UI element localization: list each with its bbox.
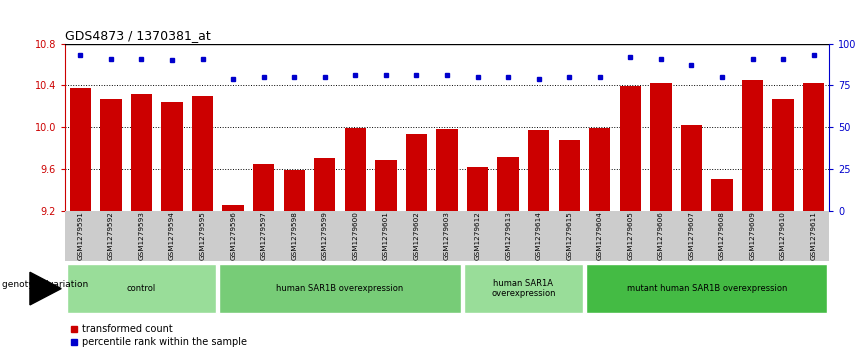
Bar xyxy=(67,264,216,313)
Bar xyxy=(314,158,336,211)
Text: GSM1279593: GSM1279593 xyxy=(139,212,144,260)
Text: GSM1279604: GSM1279604 xyxy=(597,212,602,260)
Bar xyxy=(192,96,214,211)
Text: GSM1279595: GSM1279595 xyxy=(200,212,206,260)
Text: GSM1279613: GSM1279613 xyxy=(505,212,511,260)
Text: GSM1279594: GSM1279594 xyxy=(169,212,175,260)
Text: human SAR1A
overexpression: human SAR1A overexpression xyxy=(491,279,556,298)
Text: GSM1279603: GSM1279603 xyxy=(444,212,450,260)
Bar xyxy=(220,264,461,313)
Text: GSM1279605: GSM1279605 xyxy=(628,212,634,260)
Text: GSM1279610: GSM1279610 xyxy=(780,212,786,260)
Text: GSM1279591: GSM1279591 xyxy=(77,212,83,260)
Bar xyxy=(253,164,274,211)
Bar xyxy=(711,179,733,211)
Bar xyxy=(222,205,244,211)
Bar xyxy=(467,167,489,211)
Bar xyxy=(558,139,580,211)
Text: GSM1279612: GSM1279612 xyxy=(475,212,481,260)
Bar xyxy=(681,125,702,211)
Bar xyxy=(69,89,91,211)
Text: GSM1279606: GSM1279606 xyxy=(658,212,664,260)
Text: GSM1279599: GSM1279599 xyxy=(322,212,328,260)
Bar xyxy=(497,157,519,211)
Legend: transformed count, percentile rank within the sample: transformed count, percentile rank withi… xyxy=(70,324,247,347)
Bar xyxy=(284,170,305,211)
Bar xyxy=(803,83,825,211)
Bar xyxy=(620,86,641,211)
Text: GSM1279596: GSM1279596 xyxy=(230,212,236,260)
Text: GSM1279601: GSM1279601 xyxy=(383,212,389,260)
Bar xyxy=(650,83,672,211)
Text: GSM1279600: GSM1279600 xyxy=(352,212,358,260)
Text: GSM1279598: GSM1279598 xyxy=(292,212,297,260)
Bar xyxy=(131,94,152,211)
Text: GSM1279611: GSM1279611 xyxy=(811,212,817,260)
Bar xyxy=(405,134,427,211)
Text: GSM1279592: GSM1279592 xyxy=(108,212,114,260)
Bar xyxy=(773,99,794,211)
Bar xyxy=(161,102,183,211)
Bar xyxy=(437,129,457,211)
Text: genotype/variation: genotype/variation xyxy=(2,281,91,289)
Bar xyxy=(589,128,610,211)
Bar xyxy=(375,160,397,211)
Text: GSM1279597: GSM1279597 xyxy=(260,212,266,260)
Bar xyxy=(586,264,827,313)
Text: human SAR1B overexpression: human SAR1B overexpression xyxy=(276,284,404,293)
Text: GSM1279615: GSM1279615 xyxy=(566,212,572,260)
Text: GSM1279609: GSM1279609 xyxy=(750,212,755,260)
Bar xyxy=(464,264,583,313)
Text: GSM1279608: GSM1279608 xyxy=(719,212,725,260)
Text: GSM1279607: GSM1279607 xyxy=(688,212,694,260)
Text: GSM1279602: GSM1279602 xyxy=(413,212,419,260)
Text: mutant human SAR1B overexpression: mutant human SAR1B overexpression xyxy=(627,284,787,293)
Text: GSM1279614: GSM1279614 xyxy=(536,212,542,260)
Bar xyxy=(742,80,763,211)
Text: control: control xyxy=(127,284,156,293)
Polygon shape xyxy=(30,272,61,305)
Bar xyxy=(528,130,549,211)
Text: GDS4873 / 1370381_at: GDS4873 / 1370381_at xyxy=(65,29,211,42)
Bar xyxy=(100,99,122,211)
Bar xyxy=(345,128,366,211)
